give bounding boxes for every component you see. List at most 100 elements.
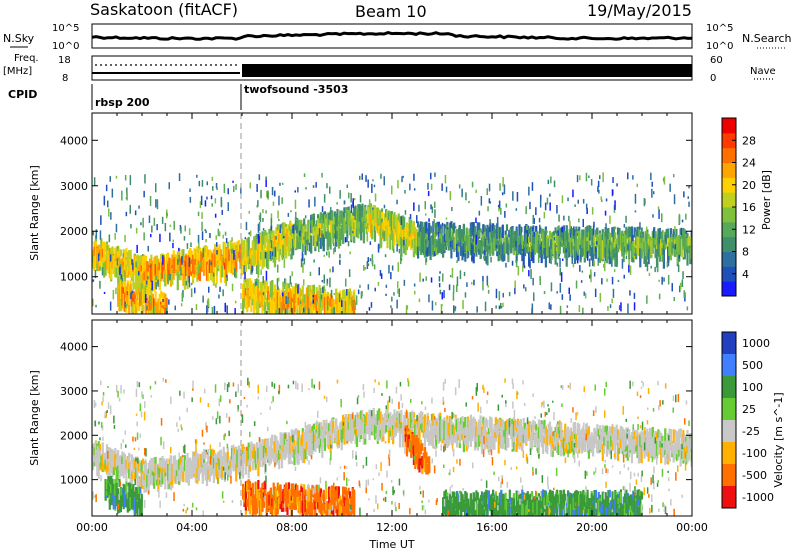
velocity-echo-cell bbox=[92, 447, 95, 462]
power-echo-cell bbox=[202, 295, 204, 299]
power-echo-cell bbox=[683, 191, 685, 198]
power-echo-cell bbox=[234, 308, 236, 314]
power-echo-cell bbox=[221, 209, 223, 215]
power-echo-cell bbox=[135, 269, 138, 284]
power-echo-cell bbox=[200, 195, 203, 205]
velocity-echo-cell bbox=[262, 445, 265, 458]
velocity-echo-cell bbox=[296, 440, 299, 447]
power-echo-cell bbox=[425, 213, 427, 216]
power-echo-cell bbox=[435, 247, 438, 256]
power-echo-cell bbox=[342, 211, 345, 229]
power-echo-cell bbox=[600, 234, 603, 242]
power-echo-cell bbox=[271, 251, 274, 256]
velocity-echo-cell bbox=[478, 426, 481, 434]
power-echo-cell bbox=[290, 282, 293, 287]
power-echo-cell bbox=[162, 255, 164, 265]
power-echo-cell bbox=[255, 281, 257, 286]
power-echo-cell bbox=[673, 174, 675, 178]
power-echo-cell bbox=[686, 238, 689, 247]
power-echo-cell bbox=[658, 279, 660, 282]
power-echo-cell bbox=[360, 224, 363, 241]
power-echo-cell bbox=[479, 240, 482, 260]
power-echo-cell bbox=[240, 260, 243, 276]
power-echo-cell bbox=[569, 294, 571, 301]
power-echo-cell bbox=[451, 232, 453, 241]
power-echo-cell bbox=[635, 248, 638, 260]
power-echo-cell bbox=[550, 176, 552, 184]
velocity-echo-cell bbox=[148, 460, 152, 471]
velocity-echo-cell bbox=[633, 439, 636, 446]
power-echo-cell bbox=[580, 280, 583, 283]
power-echo-cell bbox=[219, 249, 222, 262]
velocity-echo-cell bbox=[219, 457, 222, 471]
velocity-echo-cell bbox=[501, 421, 504, 438]
power-echo-cell bbox=[310, 291, 313, 302]
power-echo-cell bbox=[597, 180, 600, 188]
power-echo-cell bbox=[503, 184, 506, 195]
power-echo-cell bbox=[308, 308, 310, 314]
velocity-echo-cell bbox=[242, 444, 245, 456]
velocity-echo-cell bbox=[298, 438, 302, 450]
nsearch-label: N.Search bbox=[742, 32, 792, 45]
power-echo-cell bbox=[275, 236, 277, 240]
power-echo-cell bbox=[317, 302, 320, 314]
velocity-echo-cell bbox=[475, 421, 478, 437]
velocity-echo-cell bbox=[182, 471, 185, 482]
power-echo-cell bbox=[680, 239, 684, 257]
velocity-echo-cell bbox=[598, 425, 602, 436]
velocity-echo-cell bbox=[351, 414, 354, 430]
power-echo-cell bbox=[342, 224, 345, 244]
power-echo-cell bbox=[337, 293, 340, 313]
power-echo-cell bbox=[400, 257, 403, 261]
power-echo-cell bbox=[422, 226, 425, 242]
velocity-echo-cell bbox=[553, 430, 556, 444]
power-echo-cell bbox=[688, 201, 690, 207]
velocity-echo-cell bbox=[586, 437, 589, 453]
power-echo-cell bbox=[410, 229, 413, 240]
power-echo-cell bbox=[243, 244, 246, 251]
velocity-echo-cell bbox=[376, 410, 379, 425]
velocity-echo-cell bbox=[278, 443, 281, 456]
power-echo-cell bbox=[217, 261, 220, 269]
power-echo-cell bbox=[667, 238, 670, 247]
power-echo-cell bbox=[218, 294, 220, 299]
power-echo-cell bbox=[451, 267, 454, 278]
power-echo-cell bbox=[269, 281, 272, 298]
power-echo-cell bbox=[321, 219, 324, 230]
power-echo-cell bbox=[274, 190, 276, 197]
power-echo-cell bbox=[155, 255, 159, 269]
power-echo-cell bbox=[186, 243, 189, 249]
velocity-echo-cell bbox=[365, 412, 368, 426]
power-echo-cell bbox=[286, 282, 289, 302]
velocity-echo-cell bbox=[668, 428, 671, 440]
velocity-echo-cell bbox=[358, 412, 361, 426]
power-echo-cell bbox=[687, 196, 689, 199]
power-echo-cell bbox=[501, 245, 504, 258]
power-echo-cell bbox=[655, 237, 659, 256]
velocity-echo-cell bbox=[646, 428, 649, 439]
power-x-axis bbox=[91, 113, 693, 314]
power-echo-cell bbox=[335, 288, 338, 301]
velocity-echo-cell bbox=[121, 451, 124, 460]
power-echo-cell bbox=[239, 245, 242, 263]
power-echo-cell bbox=[329, 220, 332, 233]
power-echo-cell bbox=[351, 310, 354, 314]
power-echo-cell bbox=[539, 226, 542, 232]
power-echo-cell bbox=[350, 233, 353, 241]
velocity-echo-cell bbox=[315, 432, 318, 439]
power-echo-cell bbox=[143, 285, 146, 303]
velocity-echo-cell bbox=[635, 429, 638, 446]
velocity-echo-cell bbox=[140, 460, 143, 477]
power-colorbar-swatch bbox=[722, 147, 736, 163]
power-echo-cell bbox=[323, 228, 327, 237]
power-echo-cell bbox=[678, 214, 681, 225]
power-echo-cell bbox=[469, 222, 472, 237]
velocity-echo-cell bbox=[598, 439, 602, 451]
velocity-echo-cell bbox=[683, 434, 686, 443]
power-echo-cell bbox=[398, 233, 402, 246]
power-echo-cell bbox=[630, 241, 634, 249]
power-echo-cell bbox=[397, 222, 400, 238]
power-echo-cell bbox=[375, 207, 378, 223]
power-echo-cell bbox=[563, 215, 565, 221]
power-echo-cell bbox=[273, 284, 277, 298]
